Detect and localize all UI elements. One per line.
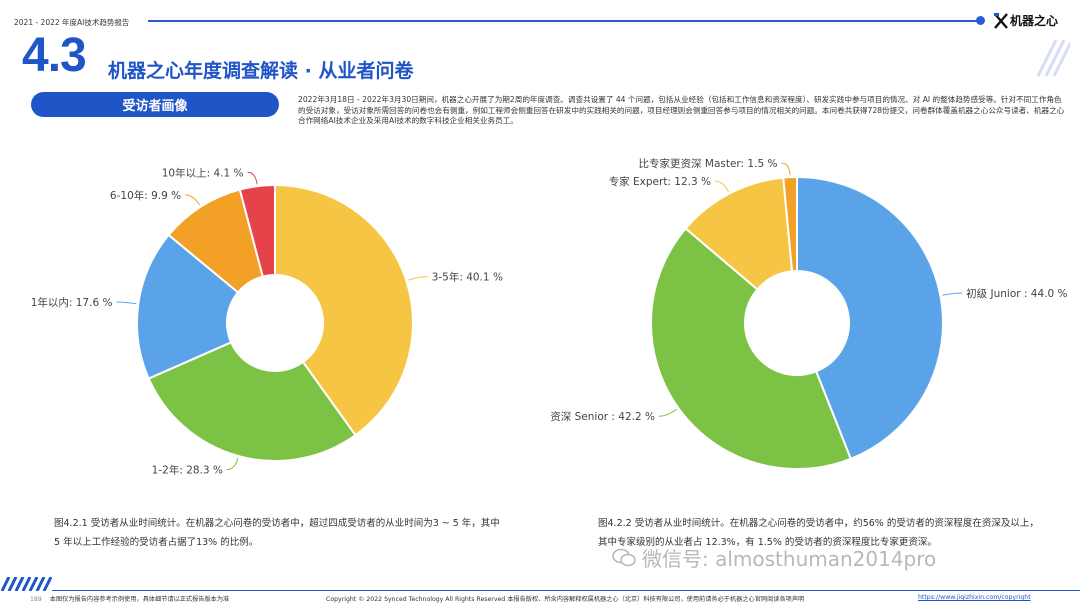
footer-divider <box>52 590 1080 591</box>
footer-copyright: Copyright © 2022 Synced Technology All R… <box>326 596 805 603</box>
chart2-label-1: 资深 Senior : 42.2 % <box>550 411 655 423</box>
chart2-label-2: 专家 Expert: 12.3 % <box>609 175 711 188</box>
chart2-leader-2 <box>714 180 730 193</box>
chart1-leader-3 <box>185 194 201 206</box>
chart1-leader-0 <box>408 275 428 281</box>
respondent-profile-pill: 受访者画像 <box>31 92 279 117</box>
chart1-slice-0 <box>274 183 414 437</box>
chart1-leader-1 <box>226 457 239 471</box>
chart2-slice-2 <box>684 176 794 291</box>
section-title: 机器之心年度调查解读 · 从业者问卷 <box>108 60 414 82</box>
chart2-leader-0 <box>942 292 963 296</box>
logo-text: 机器之心 <box>1010 14 1059 28</box>
chart-experience-years: 3-5年: 40.1 % 1-2年: 28.3 % 1年以内: 17.6 % 6-10… <box>31 166 503 477</box>
chart1-label-0: 3-5年: 40.1 % <box>432 270 503 283</box>
wechat-watermark: 微信号: almosthuman2014pro <box>612 543 936 572</box>
decorative-slashes <box>1036 39 1070 77</box>
chart1-leader-2 <box>116 301 137 305</box>
chart2-slice-1 <box>650 227 853 470</box>
section-number: 4.3 <box>22 29 87 82</box>
chart-seniority-level: 初级 Junior : 44.0 % 资深 Senior : 42.2 % 专家 E… <box>550 157 1067 470</box>
chart2-slice-0 <box>796 175 944 461</box>
chart2-label-3: 比专家更资深 Master: 1.5 % <box>639 157 778 170</box>
chart1-slice-4 <box>238 183 276 278</box>
report-label: 2021 - 2022 年度AI技术趋势报告 <box>14 18 130 27</box>
chart1-label-3: 6-10年: 9.9 % <box>110 189 181 202</box>
chart2-slice-3 <box>782 175 798 273</box>
chart1-slice-1 <box>147 341 357 462</box>
chart1-leader-4 <box>247 171 258 185</box>
chart1-slice-2 <box>136 233 240 380</box>
intro-paragraph: 2022年3月18日 - 2022年3月30日期间，机器之心开展了为期2周的年度… <box>298 95 1065 125</box>
chart1-label-1: 1-2年: 28.3 % <box>152 464 223 477</box>
figure-caption-1: 图4.2.1 受访者从业时间统计。在机器之心问卷的受访者中，超过四成受访者的从业… <box>54 518 500 548</box>
figure-caption-2: 图4.2.2 受访者从业时间统计。在机器之心问卷的受访者中，约56% 的受访者的… <box>598 518 1039 548</box>
footer-stripes <box>0 577 52 591</box>
header-divider <box>148 20 980 22</box>
logo-icon <box>994 12 1008 29</box>
chart2-leader-3 <box>781 162 791 176</box>
chart2-label-0: 初级 Junior : 44.0 % <box>966 287 1067 300</box>
footer-disclaimer: 本图仅为报告内容参考示例使用，具体细节请以正式报告版本为准 <box>49 596 230 603</box>
page-number: 189 <box>30 596 42 603</box>
chart2-leader-1 <box>658 408 678 417</box>
brand-logo: 机器之心 <box>994 12 1058 29</box>
chart1-label-4: 10年以上: 4.1 % <box>162 166 244 179</box>
footer-left: 189 本图仅为报告内容参考示例使用，具体细节请以正式报告版本为准 <box>30 594 229 603</box>
wechat-icon <box>612 548 636 566</box>
chart1-label-2: 1年以内: 17.6 % <box>31 296 113 309</box>
watermark-text: 微信号: almosthuman2014pro <box>642 547 937 571</box>
header-dot <box>976 16 985 25</box>
footer-url-link[interactable]: https://www.jiqizhixin.com/copyright <box>918 594 1031 601</box>
